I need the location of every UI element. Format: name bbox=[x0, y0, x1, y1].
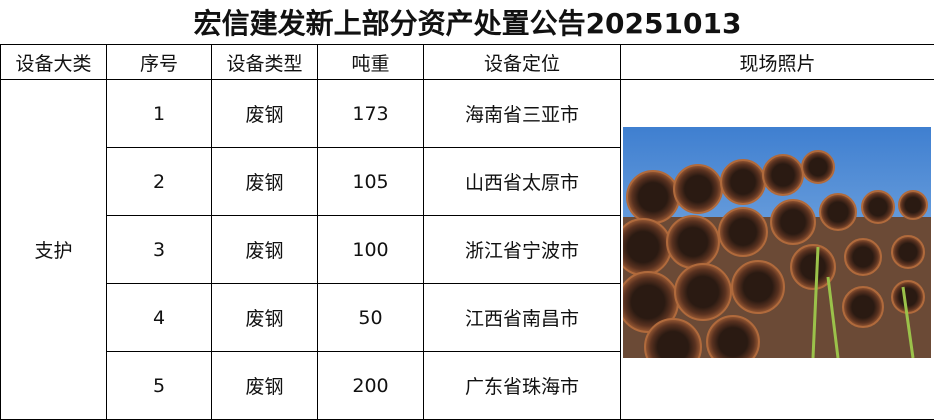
header-weight: 吨重 bbox=[318, 45, 424, 80]
cell-number: 5 bbox=[107, 352, 212, 420]
header-row: 设备大类 序号 设备类型 吨重 设备定位 现场照片 bbox=[1, 45, 934, 80]
category-cell: 支护 bbox=[1, 80, 107, 420]
cell-location: 江西省南昌市 bbox=[424, 284, 621, 352]
cell-location: 广东省珠海市 bbox=[424, 352, 621, 420]
cell-location: 浙江省宁波市 bbox=[424, 216, 621, 284]
scrap-pipes-photo bbox=[623, 127, 931, 358]
cell-type: 废钢 bbox=[212, 284, 318, 352]
cell-number: 1 bbox=[107, 80, 212, 148]
cell-number: 3 bbox=[107, 216, 212, 284]
cell-location: 海南省三亚市 bbox=[424, 80, 621, 148]
cell-number: 2 bbox=[107, 148, 212, 216]
header-category: 设备大类 bbox=[1, 45, 107, 80]
cell-type: 废钢 bbox=[212, 80, 318, 148]
cell-type: 废钢 bbox=[212, 216, 318, 284]
cell-weight: 200 bbox=[318, 352, 424, 420]
cell-weight: 100 bbox=[318, 216, 424, 284]
header-number: 序号 bbox=[107, 45, 212, 80]
cell-number: 4 bbox=[107, 284, 212, 352]
header-location: 设备定位 bbox=[424, 45, 621, 80]
cell-type: 废钢 bbox=[212, 352, 318, 420]
cell-weight: 50 bbox=[318, 284, 424, 352]
cell-type: 废钢 bbox=[212, 148, 318, 216]
page-title: 宏信建发新上部分资产处置公告20251013 bbox=[1, 0, 934, 45]
cell-weight: 105 bbox=[318, 148, 424, 216]
cell-weight: 173 bbox=[318, 80, 424, 148]
header-photo: 现场照片 bbox=[621, 45, 934, 80]
cell-location: 山西省太原市 bbox=[424, 148, 621, 216]
header-type: 设备类型 bbox=[212, 45, 318, 80]
